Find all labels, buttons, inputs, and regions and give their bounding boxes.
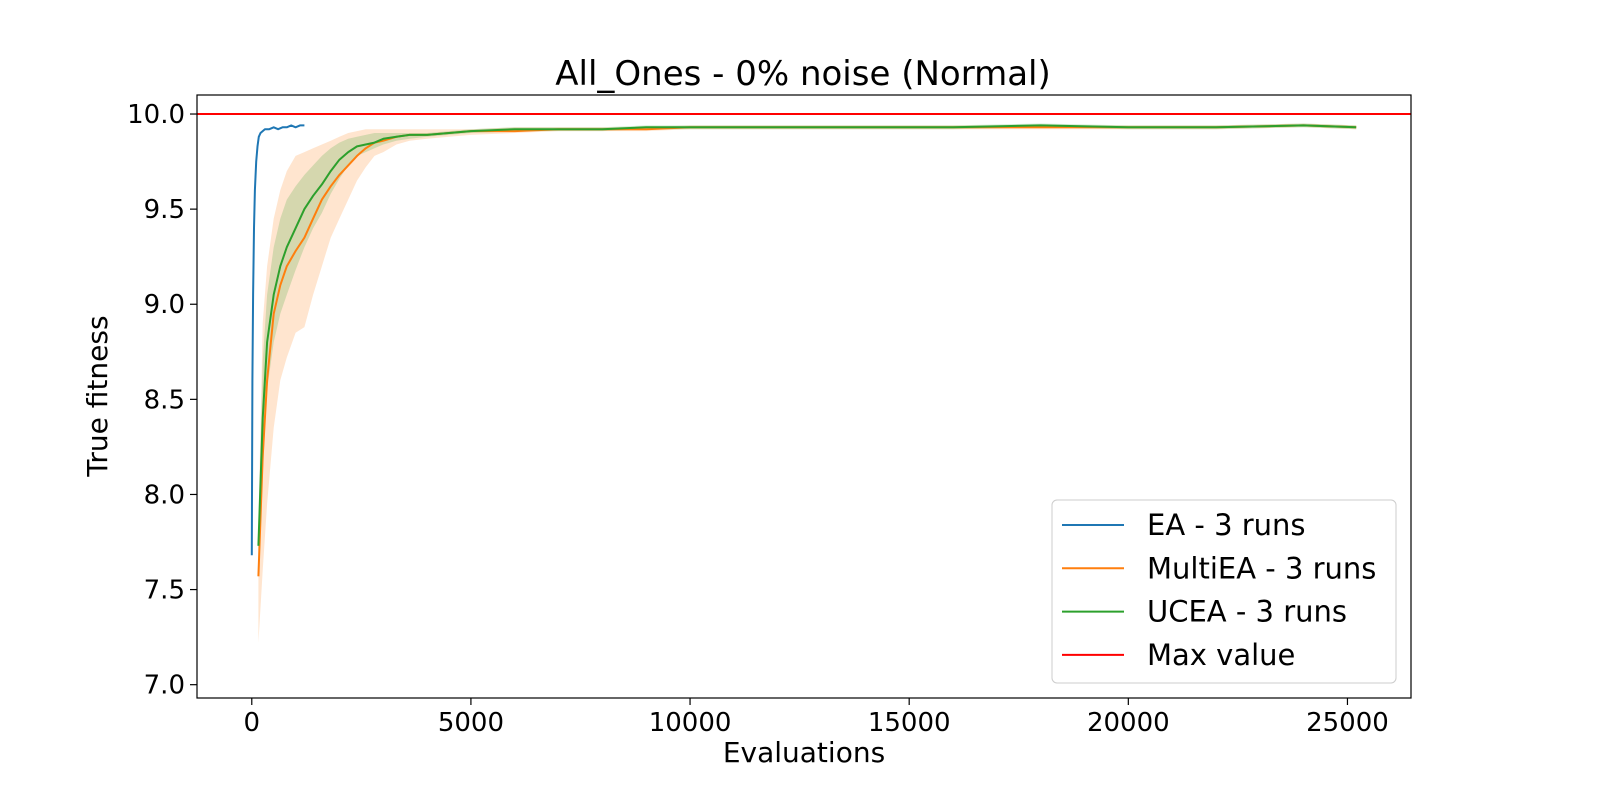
x-tick-label: 0 xyxy=(244,708,261,738)
y-tick-label: 7.5 xyxy=(144,576,185,606)
ucea-3-runs-legend-label: UCEA - 3 runs xyxy=(1147,595,1347,629)
x-axis-label: Evaluations xyxy=(723,736,885,769)
x-tick-label: 10000 xyxy=(649,708,732,738)
ea-3-runs-line xyxy=(250,124,305,556)
y-tick-label: 8.5 xyxy=(144,385,185,415)
x-tick-label: 25000 xyxy=(1306,708,1389,738)
ucea-3-runs-line xyxy=(257,124,1357,546)
y-tick-label: 8.0 xyxy=(144,480,185,510)
y-tick-label: 7.0 xyxy=(144,671,185,701)
multiea-3-runs-legend-label: MultiEA - 3 runs xyxy=(1147,551,1376,585)
y-axis: 7.0 7.5 8.0 8.5 9.0 9.5 10.0 xyxy=(127,100,197,701)
x-tick-label: 20000 xyxy=(1087,708,1170,738)
legend: EA - 3 runs MultiEA - 3 runs UCEA - 3 runs… xyxy=(1051,499,1397,684)
chart-title: All_Ones - 0% noise (Normal) xyxy=(555,54,1051,94)
x-tick-label: 15000 xyxy=(868,708,951,738)
ea-3-runs-legend-label: EA - 3 runs xyxy=(1147,508,1306,542)
y-tick-label: 9.5 xyxy=(144,195,185,225)
series-lines xyxy=(197,113,1411,577)
max-value-legend-label: Max value xyxy=(1147,638,1295,672)
plot-area-frame xyxy=(196,94,1412,699)
y-tick-label: 10.0 xyxy=(127,100,185,130)
y-tick-label: 9.0 xyxy=(144,290,185,320)
x-tick-label: 5000 xyxy=(438,708,504,738)
ucea-3-runs-band xyxy=(258,123,1357,561)
x-axis: 0 5000 10000 15000 20000 25000 xyxy=(244,698,1389,738)
y-axis-label: True fitness xyxy=(81,315,114,477)
legend-box xyxy=(1051,499,1397,684)
